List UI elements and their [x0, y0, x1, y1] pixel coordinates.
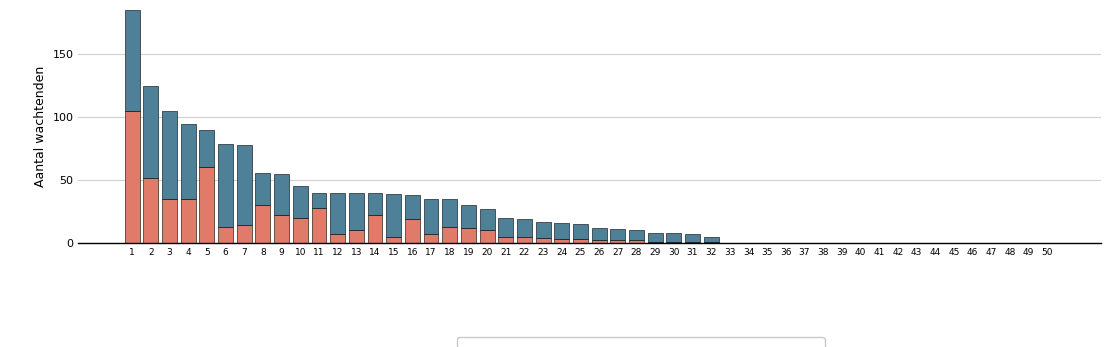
Bar [199, 130, 215, 168]
Bar [443, 227, 457, 243]
Bar [143, 86, 159, 178]
Bar [517, 237, 532, 243]
Bar [685, 242, 700, 243]
Bar [125, 10, 140, 111]
Bar [610, 240, 625, 243]
Bar [461, 228, 476, 243]
Bar [703, 242, 719, 243]
Bar [555, 223, 569, 239]
Bar [405, 195, 420, 219]
Bar [349, 230, 363, 243]
Bar [555, 239, 569, 243]
Bar [424, 199, 438, 234]
Bar [480, 230, 494, 243]
Bar [386, 237, 401, 243]
Bar [293, 218, 307, 243]
Y-axis label: Aantal wachtenden: Aantal wachtenden [34, 66, 47, 187]
Bar [368, 193, 382, 215]
Bar [162, 111, 177, 199]
Bar [610, 229, 625, 240]
Bar [666, 242, 681, 243]
Bar [125, 111, 140, 243]
Bar [218, 144, 233, 227]
Bar [274, 215, 290, 243]
Bar [647, 242, 663, 243]
Bar [424, 234, 438, 243]
Bar [256, 205, 271, 243]
Bar [237, 225, 252, 243]
Bar [162, 199, 177, 243]
Bar [143, 178, 159, 243]
Bar [536, 238, 550, 243]
Bar [536, 221, 550, 238]
Bar [591, 228, 607, 240]
Bar [629, 230, 644, 240]
Bar [703, 237, 719, 242]
Bar [572, 224, 588, 239]
Bar [349, 193, 363, 230]
Bar [685, 234, 700, 242]
Legend: Minder dan 6 weken, Langer dan 6 weken: Minder dan 6 weken, Langer dan 6 weken [457, 338, 825, 347]
Bar [368, 215, 382, 243]
Bar [647, 233, 663, 242]
Bar [181, 199, 196, 243]
Bar [218, 227, 233, 243]
Bar [256, 172, 271, 205]
Bar [572, 239, 588, 243]
Bar [312, 208, 326, 243]
Bar [480, 209, 494, 230]
Bar [499, 218, 513, 237]
Bar [181, 124, 196, 199]
Bar [629, 240, 644, 243]
Bar [330, 193, 345, 234]
Bar [517, 219, 532, 237]
Bar [237, 145, 252, 225]
Bar [499, 237, 513, 243]
Bar [405, 219, 420, 243]
Bar [199, 168, 215, 243]
Bar [312, 193, 326, 208]
Bar [461, 205, 476, 228]
Bar [591, 240, 607, 243]
Bar [274, 174, 290, 215]
Bar [386, 194, 401, 237]
Bar [293, 186, 307, 218]
Bar [330, 234, 345, 243]
Bar [443, 199, 457, 227]
Bar [666, 233, 681, 242]
